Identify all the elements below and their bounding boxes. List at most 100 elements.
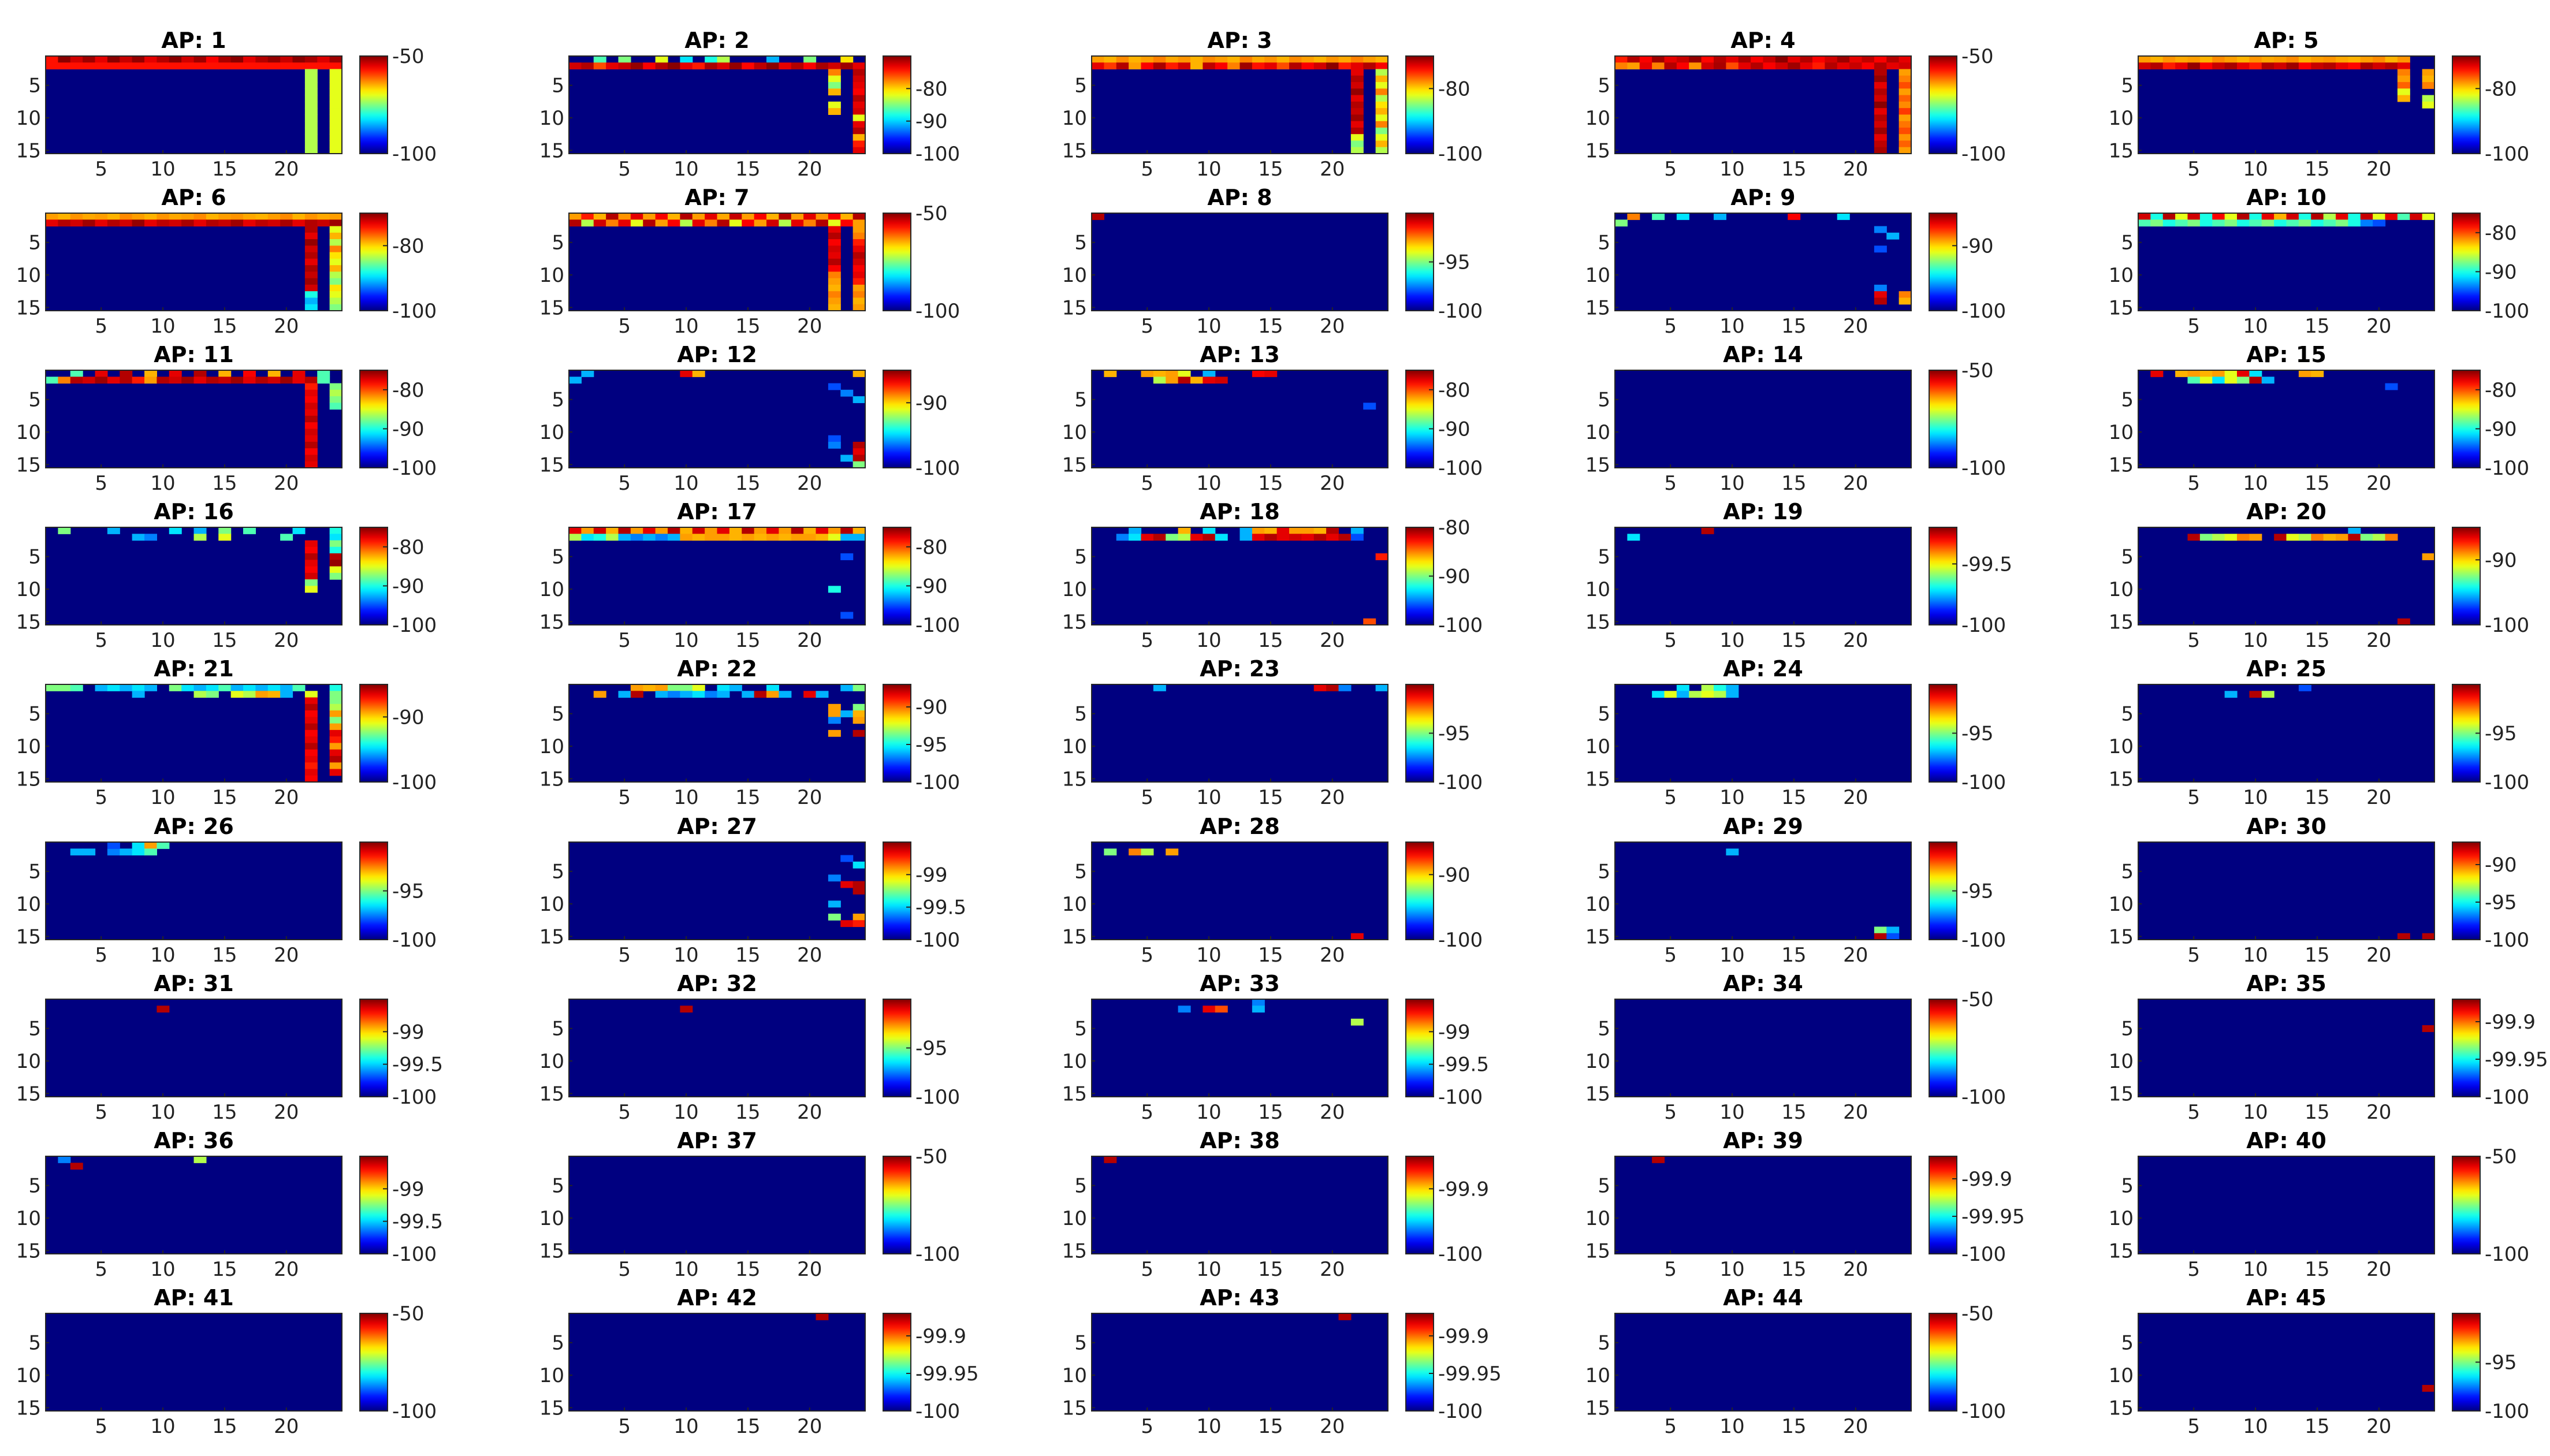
heatmap-cell [70,56,83,63]
heatmap-cell [853,108,866,115]
heatmap-cell [2274,56,2287,63]
x-tick-label: 5 [95,786,107,809]
x-tick-label: 15 [212,944,237,967]
heatmap-cell [1676,213,1689,220]
plot-frame [1614,1156,1912,1254]
heatmap-cell [120,62,133,70]
panel-title: AP: 42 [677,1285,757,1310]
x-tick-label: 5 [618,1258,631,1281]
heatmap-cell [1886,232,1900,240]
plot-background [1092,370,1388,468]
heatmap-cell [1203,534,1216,541]
heatmap-cell [1338,684,1352,691]
heatmap-cell [643,213,656,220]
x-tick-label: 20 [274,944,299,967]
heatmap-cell [1615,219,1628,227]
x-tick-label: 20 [274,1101,299,1124]
heatmap-cell [292,213,306,220]
y-tick-label: 15 [1585,1239,1610,1263]
heatmap-cell [329,743,343,750]
heatmap-cell [267,213,281,220]
x-tick-label: 5 [1141,472,1153,495]
heatmap-cell [243,370,256,377]
heatmap-cell [1874,82,1887,89]
heatmap-cell [2237,62,2250,70]
heatmap-cell [193,213,207,220]
heatmap-cell [2199,219,2213,227]
heatmap-cell [1639,56,1652,63]
heatmap-cell [717,213,730,220]
y-tick-label: 5 [28,75,41,98]
heatmap-cell [618,534,631,541]
colorbar [359,999,388,1097]
panel-title: AP: 23 [1200,656,1280,682]
heatmap-cell [705,527,718,534]
heatmap-cell [606,62,619,70]
heatmap-cell [655,62,668,70]
y-tick-label: 10 [16,264,41,287]
x-tick-label: 10 [2243,629,2268,652]
x-tick-label: 10 [2243,472,2268,495]
heatmap-cell [853,140,866,148]
plot-background [1092,527,1388,625]
heatmap-cell [230,56,244,63]
heatmap-cell [1676,62,1689,70]
y-tick-label: 15 [2109,925,2134,948]
plot-frame [2138,370,2435,468]
heatmap-cell [2311,213,2324,220]
heatmap-cell [1825,62,1838,70]
x-tick-label: 20 [2366,158,2391,181]
plot-background [1615,1156,1911,1254]
heatmap-cell [267,370,281,377]
heatmap-cell [1898,75,1912,83]
heatmap-cell [853,297,866,305]
plot-frame [568,999,866,1097]
x-tick-label: 15 [212,629,237,652]
heatmap-cell [181,377,195,384]
colorbar-tick-label: -100 [915,614,960,637]
y-tick-label: 10 [1062,1364,1087,1387]
x-tick-label: 5 [1141,315,1153,338]
heatmap-cell [169,56,182,63]
heatmap-cell [193,527,207,534]
heatmap-cell [1898,82,1912,89]
x-tick-label: 10 [2243,1258,2268,1281]
heatmap-cell [1639,62,1652,70]
heatmap-cell [2286,534,2299,541]
heatmap-cell [1898,114,1912,122]
y-tick-label: 15 [1062,1082,1087,1105]
heatmap-cell [218,534,232,541]
colorbar-tick-label: -100 [2485,143,2529,166]
x-tick-label: 10 [2243,315,2268,338]
heatmap-cell [630,213,643,220]
heatmap-cell [169,219,182,227]
heatmap-cell [1627,62,1640,70]
y-tick-label: 15 [1062,139,1087,162]
y-tick-label: 10 [2109,107,2134,130]
colorbar-tick-label: -100 [1438,771,1483,794]
y-tick-label: 15 [1062,296,1087,319]
heatmap-cell [853,226,866,233]
heatmap-cell [2422,1025,2435,1032]
colorbar-tick-label: -100 [392,929,437,952]
heatmap-cell [1350,101,1364,109]
heatmap-cell [2298,62,2311,70]
heatmap-cell [853,534,866,541]
heatmap-cell [643,684,656,691]
x-tick-label: 20 [274,1415,299,1438]
heatmap-cell [2212,377,2225,384]
plot-frame [45,55,343,154]
colorbar-tick-label: -100 [2485,771,2529,794]
heatmap-cell [157,842,170,849]
heatmap-cell [828,213,841,220]
heatmap-cell [329,396,343,403]
plot-background [1615,213,1911,311]
heatmap-cell [2397,618,2410,625]
y-tick-label: 10 [1585,735,1610,758]
heatmap-cell [304,239,318,246]
heatmap-cell [218,684,232,691]
panel-title: AP: 1 [161,28,226,53]
heatmap-cell [766,213,779,220]
plot-frame [568,841,866,940]
